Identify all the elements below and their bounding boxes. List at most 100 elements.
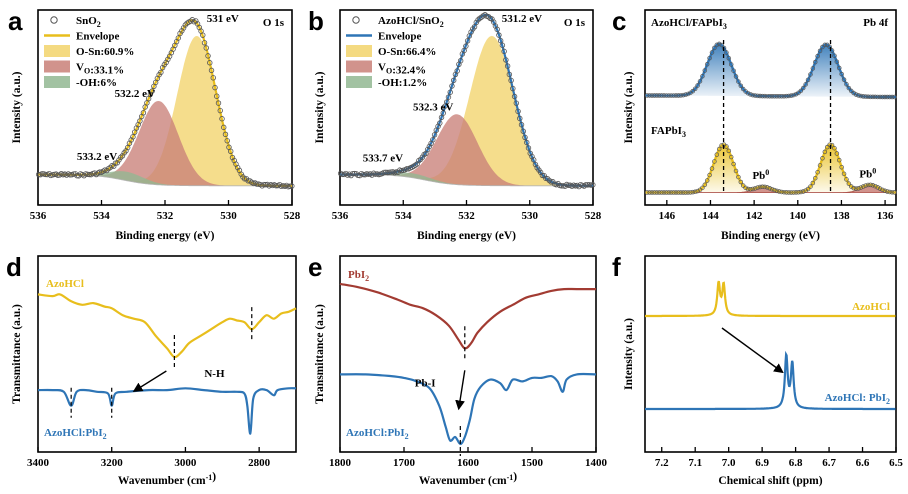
data-point [652,190,657,195]
data-point [714,42,720,48]
data-point [91,170,98,176]
data-point [767,93,772,99]
data-point [762,93,768,99]
data-point [668,93,674,98]
x-axis-label: Wavenumber (cm-1) [419,471,517,487]
data-point [752,186,758,191]
data-point [834,59,840,64]
x-tick-label: 6.9 [755,457,769,469]
data-point [475,17,481,23]
peak-fill [645,43,896,98]
data-point [350,170,356,177]
data-point [788,190,794,195]
data-point [731,161,736,167]
data-point [217,107,223,114]
data-point [824,144,830,150]
peak-fill-0 [340,35,593,186]
data-point [287,183,293,189]
data-point [497,37,504,44]
data-point [858,93,864,99]
data-point [93,171,99,178]
data-point [649,190,655,195]
data-point [228,148,234,155]
data-point [760,184,765,189]
x-tick-label: 146 [659,210,676,222]
data-point [880,94,885,100]
data-point [865,94,871,100]
data-point [221,124,227,131]
data-point [42,171,49,178]
data-point [788,93,794,98]
data-point [755,93,760,99]
data-point [201,40,208,46]
spectrum-line [645,350,896,411]
data-point [776,189,782,194]
data-point [743,185,748,191]
data-point [885,189,890,194]
x-tick-label: 528 [585,210,602,222]
data-point [733,168,739,174]
data-point [832,53,837,58]
data-point [67,172,73,178]
x-tick-label: 6.6 [856,457,870,469]
series-label: FAPbI3 [651,125,686,139]
data-point [661,93,667,98]
data-point [644,190,650,195]
data-point [798,88,804,94]
peak-fill [645,44,896,98]
data-point [762,184,768,190]
data-point [84,171,91,178]
data-point [647,190,652,195]
data-point [774,94,780,99]
data-point [880,187,885,193]
data-point [515,108,521,115]
data-point [885,94,890,100]
series-label: AzoHCl: PbI2 [825,392,890,406]
data-point [863,94,868,99]
data-point [647,93,652,98]
data-point [781,93,787,99]
data-point [858,185,864,190]
data-point [769,186,775,192]
y-axis-label: Intensity (a.u.) [623,318,635,390]
shift-arrow [455,370,466,411]
data-point [558,183,565,189]
legend-marker [50,16,58,24]
data-point [128,137,134,143]
data-point [865,182,871,188]
data-point [863,183,868,188]
x-tick-label: 7.2 [655,457,669,469]
data-point [856,186,861,191]
data-point [546,177,553,184]
data-point [565,182,572,188]
data-point [659,93,664,98]
data-point [731,68,736,73]
data-point [130,134,136,140]
data-point [468,29,474,35]
data-point [666,93,672,98]
peak-label: 533.7 eV [363,152,403,164]
data-point [444,99,450,105]
data-point [683,92,688,97]
x-tick-label: 144 [702,210,719,222]
data-point [827,142,832,147]
data-point [163,59,169,66]
data-point [107,164,113,171]
data-point [525,145,532,151]
series-label: AzoHCl:PbI2 [346,427,409,441]
panel-letter: f [612,252,621,282]
peak-fill-1 [340,114,593,186]
data-point [846,85,852,91]
y-axis-label: Transmittance (a.u.) [11,304,23,404]
data-point [707,172,712,178]
x-axis-label: Binding energy (eV) [721,230,820,242]
data-point [700,74,705,79]
data-point [887,94,892,100]
data-point [892,190,897,195]
x-axis-label: Binding energy (eV) [417,230,516,242]
x-tick-label: 532 [157,210,174,222]
data-point [692,189,698,195]
corner-label: Pb 4f [863,17,888,29]
data-point [590,182,596,188]
